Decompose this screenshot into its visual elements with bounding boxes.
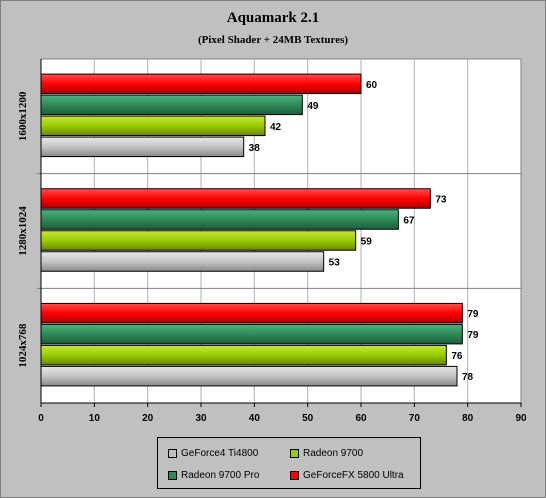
bars: 60 49 42 38 73 67 59 53 79 79 76 78 (40, 73, 479, 387)
bar-value-label: 42 (270, 122, 282, 133)
bar (40, 302, 463, 324)
x-tick-label: 60 (355, 413, 367, 424)
bar (40, 365, 458, 387)
bar (40, 251, 325, 272)
legend-swatch (290, 449, 299, 458)
chart-title: Aquamark 2.1 (226, 10, 320, 26)
bar (40, 209, 399, 230)
bar (40, 323, 463, 345)
x-tick-label: 40 (249, 413, 261, 424)
legend-item-geforce4-ti4800: GeForce4 Ti4800 (168, 448, 258, 459)
bar-value-label: 67 (403, 216, 415, 227)
legend-label: GeForceFX 5800 Ultra (303, 470, 404, 481)
legend-label: Radeon 9700 (303, 448, 364, 459)
bar-value-label: 76 (451, 351, 463, 362)
legend-label: GeForce4 Ti4800 (181, 448, 259, 459)
y-category-label: 1600x1200 (17, 91, 29, 141)
x-tick-label: 80 (462, 413, 474, 424)
axes: 0 10 20 30 40 50 60 70 80 90 1600x1200 1280x1024 102… (17, 59, 527, 424)
bar-value-label: 78 (462, 372, 474, 383)
legend-swatch (168, 449, 177, 458)
bar (40, 115, 266, 137)
x-tick-label: 70 (409, 413, 421, 424)
bar (40, 344, 447, 366)
bar-value-label: 73 (435, 195, 447, 206)
legend-item-radeon-9700-pro: Radeon 9700 Pro (168, 470, 259, 481)
legend: GeForce4 Ti4800 Radeon 9700 Radeon 9700 … (157, 437, 421, 489)
bar (40, 136, 245, 158)
x-tick-label: 50 (302, 413, 314, 424)
bar-value-label: 53 (329, 258, 341, 269)
legend-label: Radeon 9700 Pro (181, 470, 260, 481)
bar-value-label: 79 (467, 330, 479, 341)
x-tick-label: 20 (142, 413, 154, 424)
bar-value-label: 59 (361, 237, 373, 248)
bar (40, 94, 303, 116)
bar-value-label: 49 (307, 101, 319, 112)
x-tick-label: 30 (195, 413, 207, 424)
x-tick-label: 0 (38, 413, 44, 424)
y-category-label: 1024x768 (17, 323, 29, 368)
y-category-label: 1280x1024 (17, 206, 29, 256)
legend-item-geforcefx-5800-ultra: GeForceFX 5800 Ultra (290, 470, 404, 481)
legend-item-radeon-9700: Radeon 9700 (290, 448, 363, 459)
bar-value-label: 60 (366, 80, 378, 91)
bar (40, 188, 431, 209)
bar (40, 73, 362, 95)
legend-swatch (168, 471, 177, 480)
bar-value-label: 38 (249, 143, 261, 154)
chart-subtitle: (Pixel Shader + 24MB Textures) (197, 34, 349, 46)
bar-value-label: 79 (467, 309, 479, 320)
legend-swatch (290, 471, 299, 480)
bar (40, 230, 357, 251)
x-tick-label: 10 (89, 413, 101, 424)
x-tick-label: 90 (515, 413, 527, 424)
